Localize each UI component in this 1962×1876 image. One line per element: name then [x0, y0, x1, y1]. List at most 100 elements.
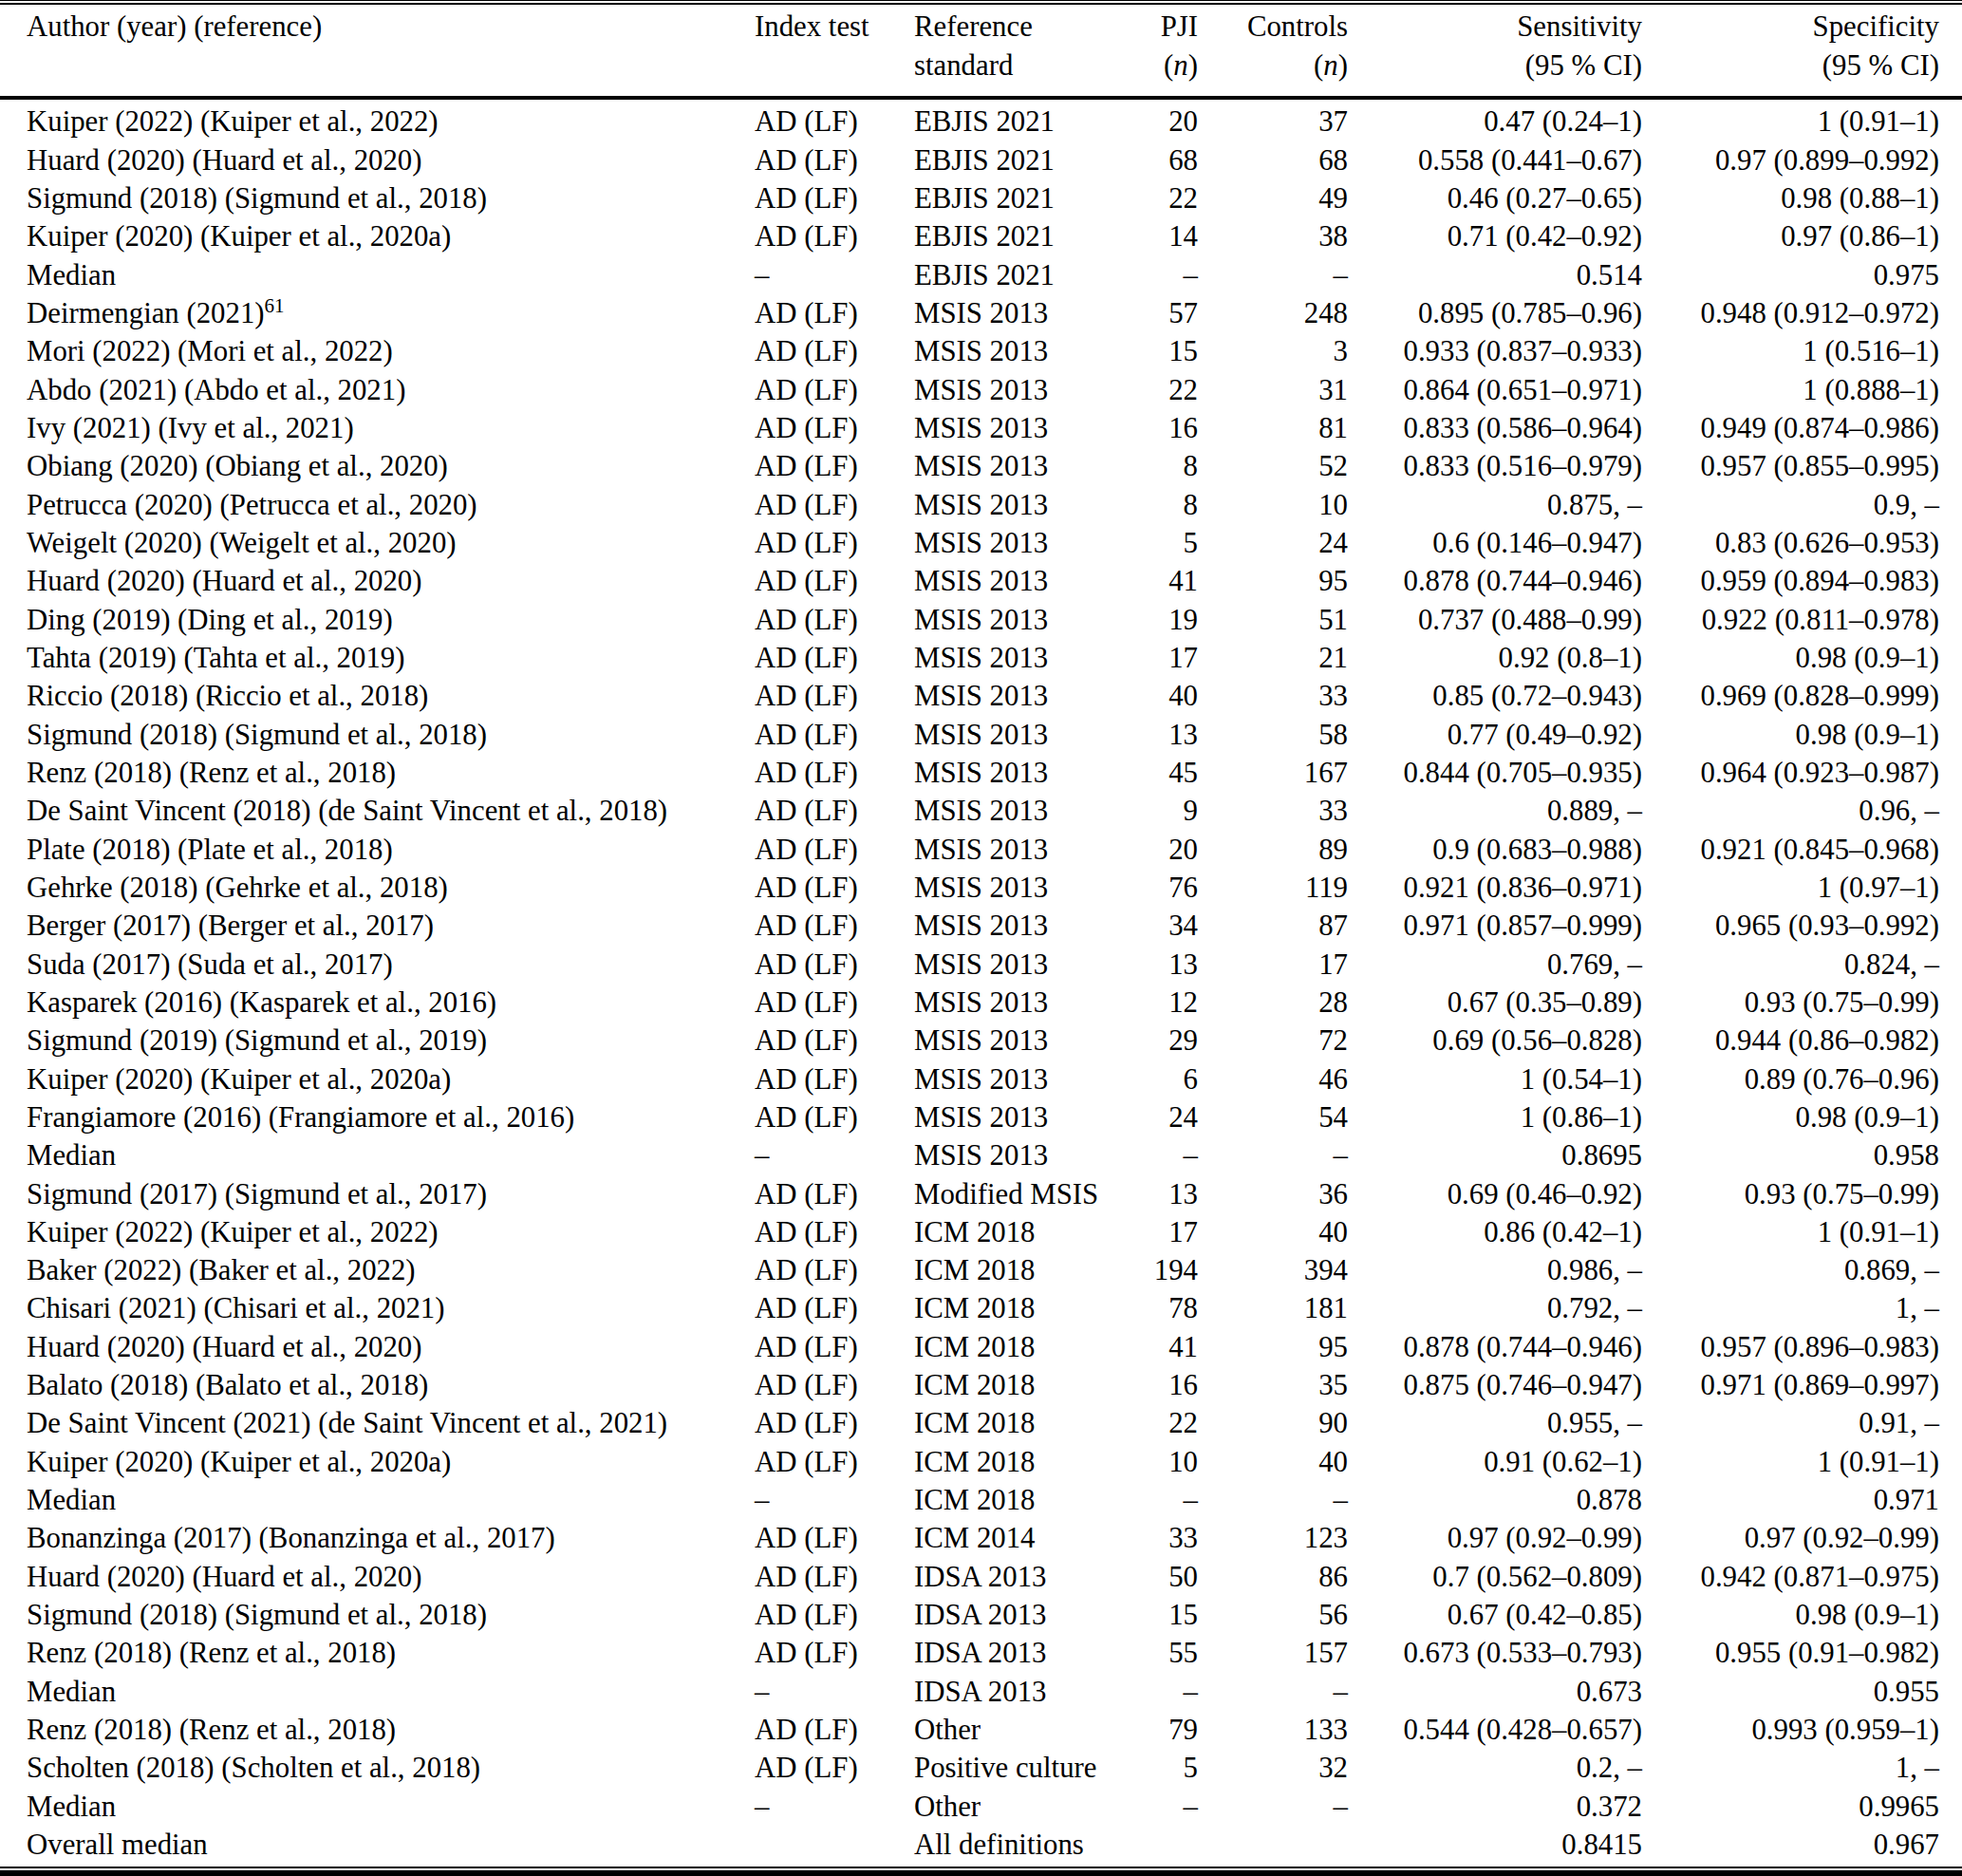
sensitivity-cell: 0.889, – [1348, 792, 1642, 830]
pji-count-cell: 13 [1104, 1175, 1198, 1213]
index-test-cell: AD (LF) [755, 1022, 914, 1060]
sensitivity-cell: 0.875 (0.746–0.947) [1348, 1366, 1642, 1404]
reference-standard-cell: MSIS 2013 [914, 946, 1104, 984]
index-test-cell: – [755, 1136, 914, 1174]
specificity-cell: 0.97 (0.92–0.99) [1642, 1519, 1939, 1557]
controls-count-cell: 248 [1198, 294, 1348, 332]
index-test-cell: AD (LF) [755, 1711, 914, 1749]
index-test-cell: AD (LF) [755, 486, 914, 524]
reference-standard-cell: MSIS 2013 [914, 831, 1104, 869]
sensitivity-cell: 0.92 (0.8–1) [1348, 639, 1642, 677]
specificity-cell: 0.957 (0.855–0.995) [1642, 447, 1939, 485]
pji-count-cell: 8 [1104, 486, 1198, 524]
specificity-cell: 0.948 (0.912–0.972) [1642, 294, 1939, 332]
reference-standard-cell: EBJIS 2021 [914, 103, 1104, 141]
sensitivity-cell: 0.792, – [1348, 1289, 1642, 1327]
pji-count-cell: 57 [1104, 294, 1198, 332]
reference-standard-cell: ICM 2018 [914, 1289, 1104, 1327]
specificity-cell: 0.91, – [1642, 1404, 1939, 1442]
header-reference-line1: Reference [914, 8, 1104, 46]
reference-standard-cell: MSIS 2013 [914, 562, 1104, 600]
author-cell: Sigmund (2017) (Sigmund et al., 2017) [27, 1175, 755, 1213]
sensitivity-cell: 0.971 (0.857–0.999) [1348, 907, 1642, 945]
pji-count-cell: – [1104, 1136, 1198, 1174]
controls-count-cell: 32 [1198, 1749, 1348, 1787]
table-bottom-rule-thick [0, 1870, 1962, 1875]
reference-standard-cell: ICM 2018 [914, 1404, 1104, 1442]
index-test-cell: AD (LF) [755, 677, 914, 715]
controls-count-cell: – [1198, 1481, 1348, 1519]
specificity-cell: 0.89 (0.76–0.96) [1642, 1060, 1939, 1098]
sensitivity-cell: 0.97 (0.92–0.99) [1348, 1519, 1642, 1557]
sensitivity-cell: 0.833 (0.586–0.964) [1348, 409, 1642, 447]
sensitivity-cell: 0.921 (0.836–0.971) [1348, 869, 1642, 907]
controls-count-cell: 68 [1198, 141, 1348, 179]
header-specificity-ci: (95 % CI) [1642, 47, 1939, 84]
index-test-cell: – [755, 1673, 914, 1711]
sensitivity-cell: 0.71 (0.42–0.92) [1348, 217, 1642, 255]
controls-count-cell: 40 [1198, 1443, 1348, 1481]
sensitivity-cell: 0.878 (0.744–0.946) [1348, 562, 1642, 600]
author-cell: Renz (2018) (Renz et al., 2018) [27, 754, 755, 792]
pji-count-cell: – [1104, 1481, 1198, 1519]
reference-standard-cell: MSIS 2013 [914, 371, 1104, 409]
specificity-cell: 0.949 (0.874–0.986) [1642, 409, 1939, 447]
author-cell: Sigmund (2019) (Sigmund et al., 2019) [27, 1022, 755, 1060]
sensitivity-cell: 0.955, – [1348, 1404, 1642, 1442]
author-cell: Huard (2020) (Huard et al., 2020) [27, 1558, 755, 1596]
pji-count-cell: 78 [1104, 1289, 1198, 1327]
controls-count-cell: 51 [1198, 601, 1348, 639]
pji-count-cell: 20 [1104, 103, 1198, 141]
pji-count-cell: 33 [1104, 1519, 1198, 1557]
index-test-cell: AD (LF) [755, 1558, 914, 1596]
author-cell: Median [27, 1481, 755, 1519]
specificity-cell: 1 (0.91–1) [1642, 1213, 1939, 1251]
index-test-cell: AD (LF) [755, 447, 914, 485]
index-test-cell: AD (LF) [755, 1519, 914, 1557]
controls-count-cell: 49 [1198, 179, 1348, 217]
paper-table-page: Author (year) (reference) Index test Ref… [0, 0, 1962, 1876]
specificity-cell: 0.9, – [1642, 486, 1939, 524]
specificity-cell: 0.98 (0.88–1) [1642, 179, 1939, 217]
pji-count-cell: 22 [1104, 1404, 1198, 1442]
controls-count-cell: 72 [1198, 1022, 1348, 1060]
reference-standard-cell: MSIS 2013 [914, 754, 1104, 792]
author-cell: Ivy (2021) (Ivy et al., 2021) [27, 409, 755, 447]
index-test-cell: AD (LF) [755, 1404, 914, 1442]
sensitivity-cell: 0.844 (0.705–0.935) [1348, 754, 1642, 792]
reference-standard-cell: MSIS 2013 [914, 447, 1104, 485]
controls-count-cell: 87 [1198, 907, 1348, 945]
reference-standard-cell: MSIS 2013 [914, 1098, 1104, 1136]
author-cell: Huard (2020) (Huard et al., 2020) [27, 562, 755, 600]
controls-count-cell: 21 [1198, 639, 1348, 677]
reference-standard-cell: Other [914, 1711, 1104, 1749]
index-test-cell: AD (LF) [755, 562, 914, 600]
pji-count-cell: 41 [1104, 562, 1198, 600]
reference-standard-cell: MSIS 2013 [914, 409, 1104, 447]
sensitivity-cell: 0.47 (0.24–1) [1348, 103, 1642, 141]
controls-count-cell: 36 [1198, 1175, 1348, 1213]
index-test-cell: AD (LF) [755, 332, 914, 370]
author-cell: Baker (2022) (Baker et al., 2022) [27, 1251, 755, 1289]
author-cell: Frangiamore (2016) (Frangiamore et al., … [27, 1098, 755, 1136]
specificity-cell: 0.98 (0.9–1) [1642, 1596, 1939, 1634]
sensitivity-cell: 0.8415 [1348, 1826, 1642, 1864]
header-author: Author (year) (reference) [27, 8, 755, 84]
pji-count-cell: 40 [1104, 677, 1198, 715]
controls-count-cell: 10 [1198, 486, 1348, 524]
author-cell: Sigmund (2018) (Sigmund et al., 2018) [27, 1596, 755, 1634]
reference-standard-cell: MSIS 2013 [914, 716, 1104, 754]
specificity-cell: 0.964 (0.923–0.987) [1642, 754, 1939, 792]
author-cell: Tahta (2019) (Tahta et al., 2019) [27, 639, 755, 677]
reference-standard-cell: MSIS 2013 [914, 1060, 1104, 1098]
sensitivity-cell: 0.878 [1348, 1481, 1642, 1519]
pji-count-cell: 22 [1104, 371, 1198, 409]
index-test-cell: AD (LF) [755, 141, 914, 179]
reference-standard-cell: All definitions [914, 1826, 1104, 1864]
author-cell: Kuiper (2020) (Kuiper et al., 2020a) [27, 1060, 755, 1098]
specificity-cell: 1 (0.97–1) [1642, 869, 1939, 907]
sensitivity-cell: 0.673 [1348, 1673, 1642, 1711]
pji-count-cell: 16 [1104, 1366, 1198, 1404]
pji-count-cell: 17 [1104, 1213, 1198, 1251]
controls-count-cell: 95 [1198, 1328, 1348, 1366]
